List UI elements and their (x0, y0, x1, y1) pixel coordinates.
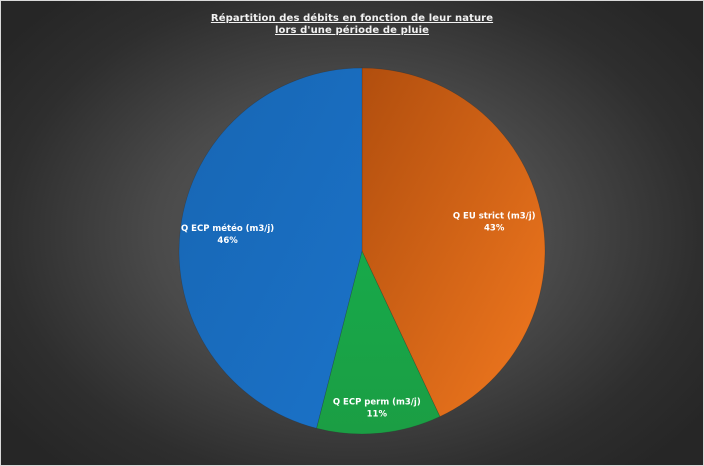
slice-label-name-2: Q ECP météo (m3/j) (181, 223, 274, 234)
slice-label-percent-1: 11% (367, 410, 388, 420)
chart-title-line-2: lors d'une période de pluie (274, 25, 429, 36)
slice-label-name-1: Q ECP perm (m3/j) (333, 398, 421, 408)
slice-label-name-0: Q EU strict (m3/j) (453, 212, 536, 222)
slice-label-percent-2: 46% (217, 236, 238, 246)
slice-label-percent-0: 43% (484, 224, 505, 234)
pie-slice-1 (316, 250, 441, 435)
pie-slice-2 (178, 67, 363, 429)
pie-slice-0 (361, 67, 546, 417)
chart-title-line-1: Répartition des débits en fonction de le… (210, 13, 494, 24)
